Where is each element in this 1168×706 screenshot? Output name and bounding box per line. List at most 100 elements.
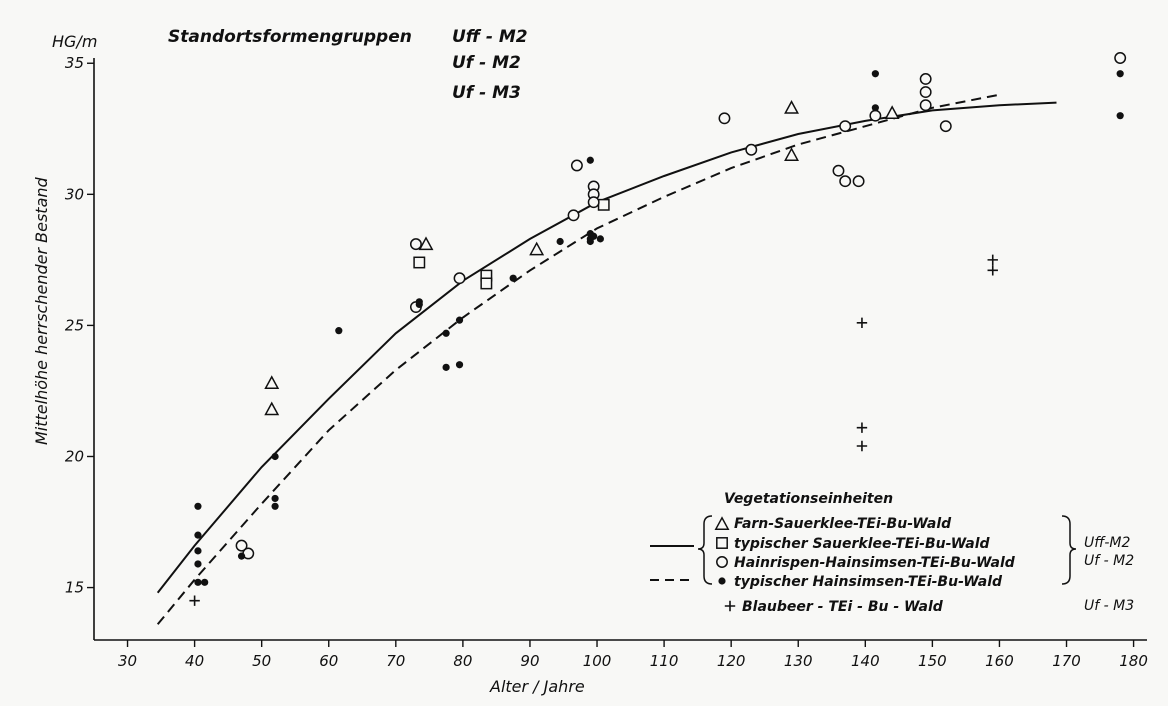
legend-title: Vegetationseinheiten (724, 491, 893, 507)
y-tick-label: 25 (65, 316, 84, 334)
x-tick-label: 60 (319, 652, 338, 670)
circle-open-data-point (567, 209, 580, 222)
circle-open-data-point (1114, 52, 1127, 64)
x-tick-label: 90 (520, 652, 539, 670)
circle-filled-data-point (194, 560, 202, 568)
x-tick-label: 50 (252, 652, 271, 670)
circle-filled-data-point (871, 104, 879, 112)
circle-open-data-point (570, 159, 583, 172)
circle-open-data-point (839, 120, 852, 133)
circle-open-data-point (939, 120, 952, 133)
legend-circle-open-marker (716, 556, 728, 568)
legend-markers (714, 516, 736, 612)
circle-open-data-point (919, 99, 932, 112)
circle-filled-data-point (194, 578, 202, 586)
triangle-data-point (784, 100, 799, 114)
circle-filled-data-point (556, 237, 564, 246)
legend-group-3: Uf - M3 (1084, 598, 1134, 614)
circle-open-data-point (235, 539, 248, 552)
x-tick-label: 170 (1052, 652, 1081, 670)
circle-filled-data-point (271, 502, 279, 510)
circle-filled-data-point (1116, 70, 1124, 78)
x-axis-title: Alter / Jahre (489, 677, 585, 696)
circle-filled-data-point (194, 502, 202, 510)
circle-filled-data-point (194, 531, 202, 539)
square-data-point (480, 277, 493, 290)
x-tick-label: 110 (650, 652, 679, 670)
x-tick-label: 40 (185, 652, 204, 670)
circle-open-data-point (919, 86, 932, 99)
circle-filled-data-point (1116, 112, 1124, 120)
legend-label-1: Farn-Sauerklee-TEi-Bu-Wald (734, 516, 952, 532)
plus-data-point (189, 595, 200, 606)
legend-circle-filled-marker (718, 577, 726, 585)
legend-group-1: Uff-M2 (1084, 535, 1130, 551)
y-ticks: 15 20 25 30 35 (65, 54, 94, 597)
plus-data-point (856, 440, 868, 452)
triangle-data-point (784, 147, 799, 161)
circle-filled-data-point (442, 329, 450, 337)
legend-label-3: Hainrispen-Hainsimsen-TEi-Bu-Wald (734, 555, 1016, 571)
plus-data-point (856, 422, 868, 433)
circle-open-data-point (852, 175, 865, 188)
y-tick-label: 20 (65, 447, 84, 465)
circle-filled-data-point (586, 237, 594, 246)
x-tick-label: 120 (717, 652, 746, 670)
plus-data-point (987, 265, 998, 276)
circle-filled-data-point (586, 156, 594, 164)
triangle-data-point (884, 105, 900, 120)
y-tick-label: 35 (65, 54, 84, 72)
x-tick-label: 140 (851, 652, 880, 670)
triangle-data-point (264, 375, 280, 390)
legend-plus-marker (724, 600, 736, 612)
legend-label-5: Blaubeer - TEi - Bu - Wald (742, 599, 944, 615)
circle-open-data-point (409, 238, 422, 251)
x-tick-label: 80 (453, 652, 472, 670)
triangle-data-point (529, 241, 545, 256)
dashed-fit-curve (156, 93, 1000, 625)
circle-filled-data-point (201, 578, 209, 586)
circle-filled-data-point (271, 452, 279, 461)
circle-filled-data-point (871, 70, 879, 78)
y-tick-label: 30 (65, 185, 84, 203)
circle-filled-data-point (455, 316, 464, 324)
circle-filled-data-point (590, 232, 598, 240)
data-points (189, 52, 1127, 606)
legend-label-4: typischer Hainsimsen-TEi-Bu-Wald (734, 574, 1003, 590)
x-ticks: 30 40 50 60 70 80 90 100 110 120 130 140 150 160 170 18… (118, 640, 1148, 670)
circle-filled-data-point (237, 552, 246, 560)
title-group-2: Uf - M2 (452, 53, 521, 73)
circle-filled-data-point (415, 300, 423, 309)
circle-filled-data-point (509, 274, 517, 282)
square-data-point (413, 256, 426, 269)
circle-filled-data-point (335, 327, 343, 335)
x-tick-label: 130 (784, 652, 813, 670)
circle-open-data-point (745, 143, 758, 156)
square-data-point (597, 198, 610, 211)
circle-open-data-point (869, 109, 882, 122)
plus-data-point (987, 254, 998, 266)
triangle-data-point (264, 401, 280, 416)
y-tick-label: 15 (65, 579, 84, 597)
title-group-3: Uf - M3 (452, 83, 521, 103)
triangle-data-point (418, 236, 434, 251)
y-unit-label: HG/m (52, 32, 97, 51)
circle-open-data-point (832, 164, 845, 177)
plus-data-point (856, 317, 868, 328)
circle-filled-data-point (194, 547, 202, 555)
title-group-1: Uff - M2 (452, 27, 528, 47)
circle-filled-data-point (442, 363, 450, 371)
x-tick-label: 30 (118, 652, 137, 670)
legend-triangle-marker (714, 516, 730, 530)
x-tick-label: 100 (583, 652, 612, 670)
circle-filled-data-point (271, 494, 279, 503)
y-axis-title: Mittelhöhe herrschender Bestand (32, 176, 51, 445)
circle-open-data-point (718, 112, 731, 125)
legend: Vegetationseinheiten Farn-Sauerklee-TEi-… (650, 491, 1134, 615)
circle-open-data-point (919, 73, 932, 85)
x-tick-label: 160 (985, 652, 1014, 670)
x-tick-label: 180 (1119, 652, 1148, 670)
circle-open-data-point (839, 175, 852, 188)
